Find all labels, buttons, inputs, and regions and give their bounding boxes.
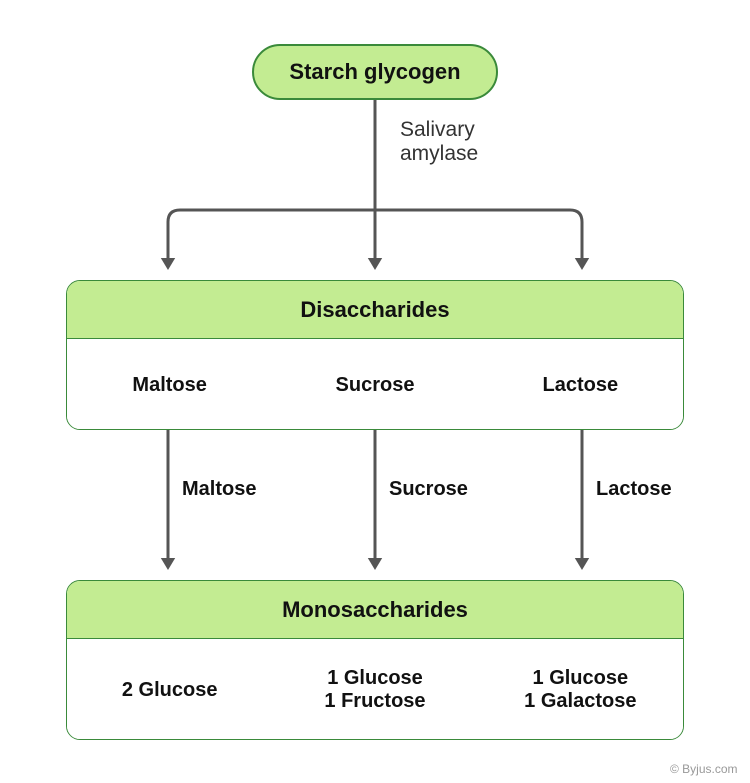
node-monosaccharides: Monosaccharides 2 Glucose 1 Glucose 1 Fr… [66,580,684,740]
footer-attribution: © Byjus.com [670,762,738,776]
edge-label-maltose: Maltose [182,478,256,501]
monosaccharides-title: Monosaccharides [282,597,468,623]
disacch-col-2: Lactose [478,374,683,397]
disacch-col-1: Sucrose [272,374,477,397]
edge-label-lactose: Lactose [596,478,672,501]
disaccharides-title: Disaccharides [300,297,449,323]
monosaccharides-body: 2 Glucose 1 Glucose 1 Fructose 1 Glucose… [67,639,683,740]
edge-label-amylase: Salivary amylase [400,118,478,166]
mono-col-0: 2 Glucose [67,679,272,702]
node-starch-label: Starch glycogen [289,59,460,85]
mono-col-2: 1 Glucose 1 Galactose [478,667,683,713]
disaccharides-header: Disaccharides [67,281,683,339]
disaccharides-body: Maltose Sucrose Lactose [67,339,683,430]
disacch-col-0: Maltose [67,374,272,397]
monosaccharides-header: Monosaccharides [67,581,683,639]
node-disaccharides: Disaccharides Maltose Sucrose Lactose [66,280,684,430]
mono-col-1: 1 Glucose 1 Fructose [272,667,477,713]
node-starch: Starch glycogen [252,44,498,100]
edge-label-sucrose: Sucrose [389,478,468,501]
